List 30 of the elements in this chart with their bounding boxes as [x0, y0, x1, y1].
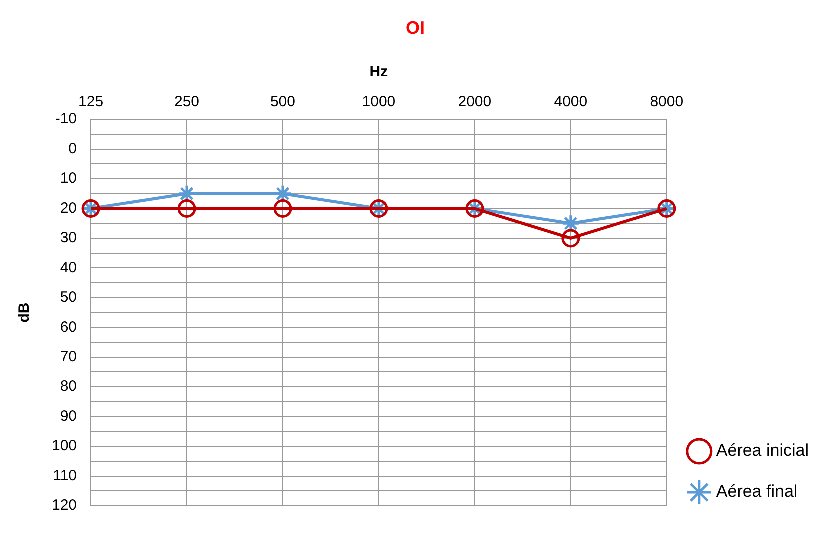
y-tick-label: 20: [60, 200, 78, 217]
y-tick-label: 70: [60, 348, 78, 366]
x-tick-label: 2000: [458, 94, 492, 111]
x-axis-title: Hz: [370, 64, 388, 81]
y-tick-label: 110: [53, 467, 78, 484]
chart-title: OI: [406, 18, 426, 38]
y-tick-label: 0: [68, 140, 78, 158]
y-axis-title: dB: [16, 302, 34, 323]
point: [562, 214, 580, 233]
y-tick-label: 80: [60, 378, 78, 396]
y-tick-label: 100: [52, 438, 78, 455]
legend-label: Aérea final: [716, 482, 798, 502]
point: [274, 200, 292, 218]
y-tick-label: 60: [60, 318, 78, 336]
y-tick-label: 40: [60, 259, 78, 276]
x-tick-label: 125: [78, 94, 104, 111]
x-tick-label: 4000: [554, 94, 588, 111]
y-tick-label: 90: [60, 408, 78, 425]
y-tick-label: 120: [52, 497, 78, 514]
point: [562, 229, 580, 248]
y-tick-label: 50: [60, 289, 78, 306]
x-tick-label: 1000: [362, 94, 396, 111]
x-tick-label: 500: [270, 94, 296, 111]
x-tick-label: 8000: [650, 94, 684, 111]
y-tick-label: 10: [60, 170, 78, 188]
y-tick-label: 30: [60, 230, 78, 247]
legend-label: Aérea inicial: [716, 441, 810, 460]
y-tick-label: -10: [55, 110, 78, 128]
x-tick-label: 250: [174, 94, 200, 111]
point: [178, 200, 196, 218]
